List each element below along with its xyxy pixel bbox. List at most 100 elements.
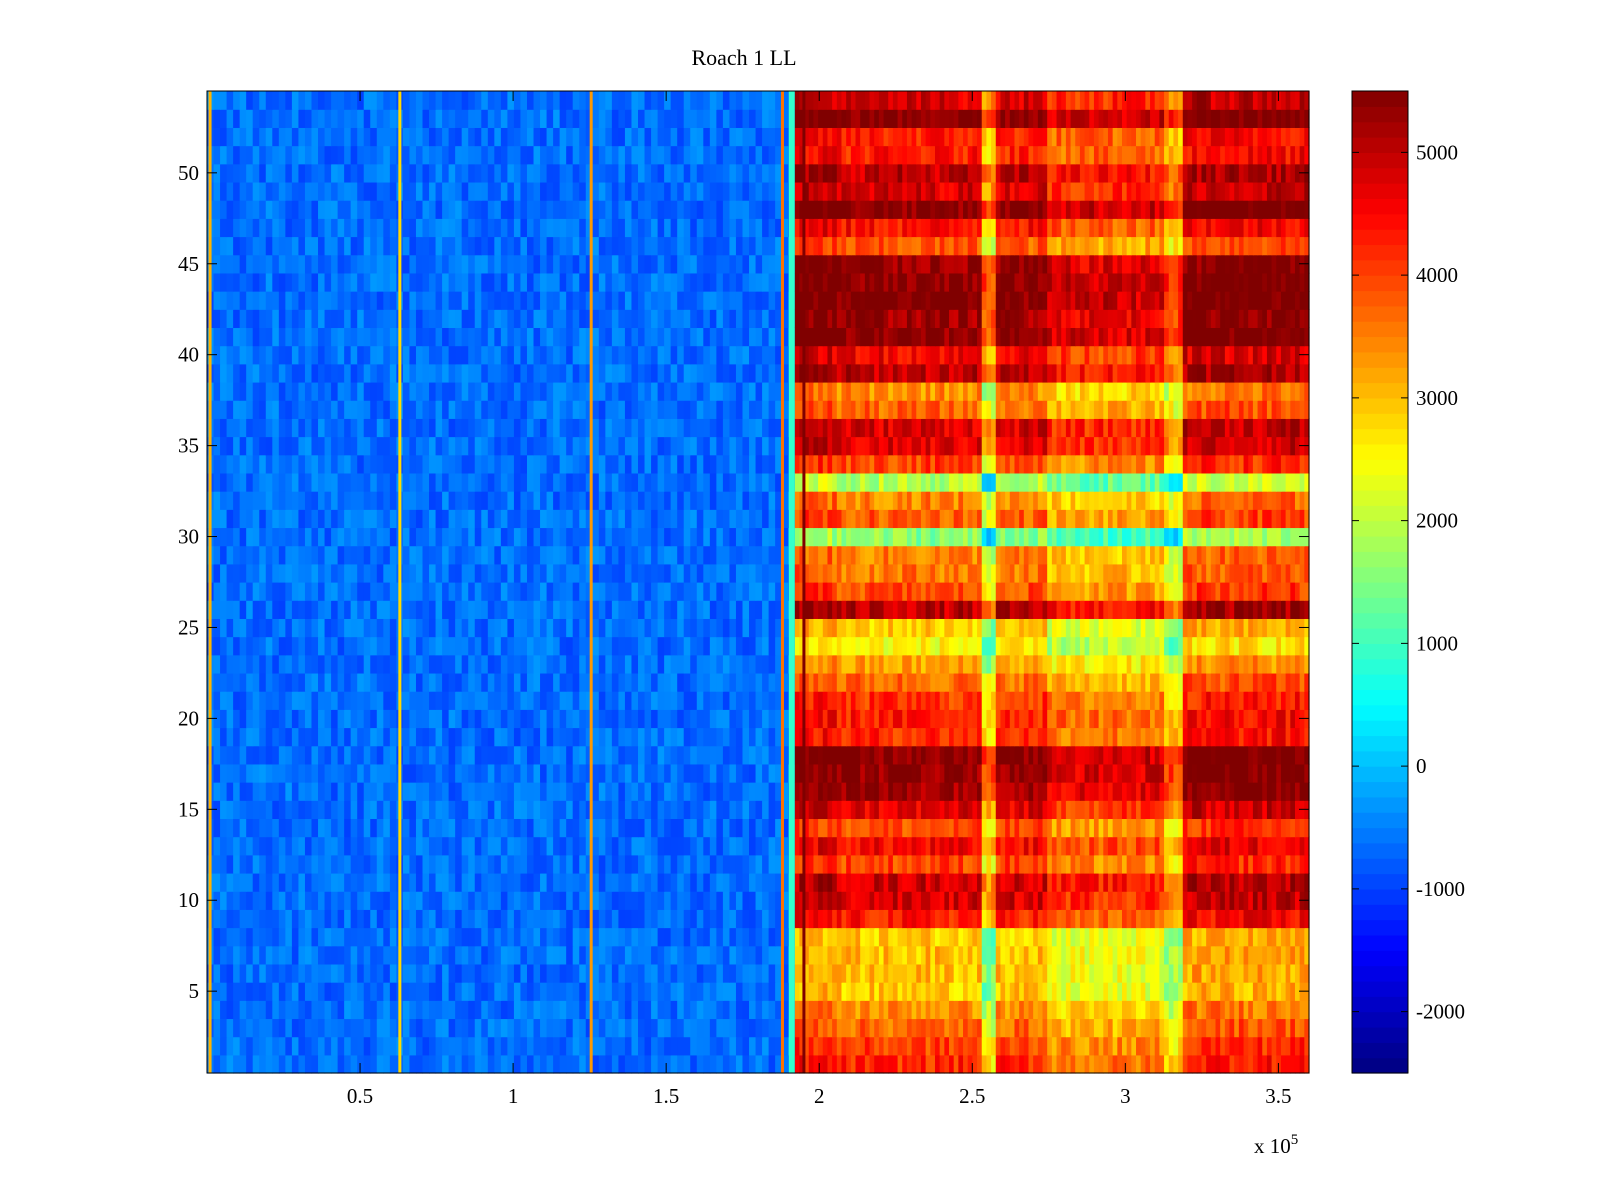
heat-cell-low [631, 436, 639, 456]
heat-cell-low [389, 472, 397, 492]
heat-cell-low [553, 582, 561, 601]
heat-cell-low [481, 727, 489, 747]
heat-cell-low [324, 636, 332, 656]
heat-cell-low [631, 127, 639, 147]
heat-cell-low [579, 218, 587, 238]
heat-cell-low [657, 963, 665, 983]
heat-cell-low [768, 218, 776, 238]
heat-cell-low [520, 381, 528, 401]
heat-cell-low [409, 1036, 417, 1056]
heat-cell-low [468, 291, 476, 310]
heat-cell-low [762, 800, 770, 820]
heat-cell-low [540, 1018, 548, 1038]
heat-cell-low [233, 654, 241, 674]
heat-cell-low [624, 418, 633, 438]
heat-cell-low [605, 145, 613, 165]
heat-cell-low [474, 1018, 482, 1038]
heat-cell-low [664, 854, 672, 874]
heat-cell-low [239, 672, 247, 692]
heat-cell-low [533, 600, 541, 619]
heat-cell-low [239, 836, 247, 856]
heat-cell-low [500, 1018, 508, 1038]
heat-cell-low [239, 563, 247, 583]
heat-cell-low [422, 709, 430, 729]
heat-cell-low [442, 1054, 450, 1074]
heat-cell-low [657, 563, 665, 583]
heat-cell-low [357, 309, 365, 329]
heat-cell-low [585, 709, 593, 729]
heat-cell-low [474, 891, 482, 910]
heat-cell-low [285, 200, 293, 219]
heat-cell-low [690, 582, 698, 601]
heat-cell-low [716, 654, 724, 674]
heat-cell-low [749, 891, 757, 910]
heat-cell-low [331, 1000, 339, 1020]
heat-cell-low [324, 272, 332, 292]
heat-cell-low [729, 618, 737, 638]
heat-cell-low [624, 181, 633, 201]
heat-cell-low [670, 1036, 678, 1056]
heat-cell-low [344, 236, 352, 256]
heat-cell-low [618, 800, 626, 820]
heat-cell-low [644, 363, 652, 383]
heat-cell-low [709, 127, 717, 147]
heat-cell-low [298, 472, 306, 492]
heat-cell-low [383, 509, 391, 529]
heat-cell-low [762, 400, 770, 419]
heat-cell-low [762, 982, 770, 1001]
heat-cell-low [331, 600, 339, 619]
heat-cell-low [735, 691, 744, 710]
heat-cell-low [344, 691, 352, 710]
heat-cell-low [762, 563, 770, 583]
heat-cell-low [664, 982, 672, 1001]
heat-cell-low [370, 472, 378, 492]
heat-cell-low [749, 672, 757, 692]
heat-cell-low [749, 109, 757, 128]
heat-cell-low [494, 563, 502, 583]
heat-cell-low [461, 982, 469, 1001]
heat-cell-low [749, 709, 757, 729]
heat-cell-low [278, 618, 286, 638]
heat-cell-low [291, 509, 300, 529]
heat-cell-low [722, 672, 731, 692]
heat-cell-low [546, 763, 554, 783]
heat-cell-low [553, 782, 561, 801]
heat-cell-low [762, 636, 770, 656]
heat-cell-low [318, 745, 326, 765]
heat-cell-low [735, 254, 744, 274]
heat-cell-low [781, 836, 789, 856]
heat-cell-low [526, 454, 535, 474]
heat-cell-low [239, 872, 247, 892]
heat-cell-high [878, 1054, 885, 1074]
heat-cell-low [722, 854, 731, 874]
heat-cell-low [546, 1036, 554, 1056]
heat-cell-low [716, 327, 724, 347]
heat-cell-low [239, 945, 247, 965]
heat-cell-low [481, 1054, 489, 1074]
heat-cell-low [389, 618, 397, 638]
heat-cell-low [762, 436, 770, 456]
heat-cell-low [429, 363, 437, 383]
heat-cell-low [631, 854, 639, 874]
heat-cell-low [683, 1000, 691, 1020]
heat-cell-low [768, 727, 776, 747]
heat-cell-low [239, 127, 247, 147]
heat-cell-low [468, 763, 476, 783]
heat-cell-low [513, 782, 522, 801]
heat-cell-low [618, 91, 626, 110]
heat-cell-low [415, 381, 424, 401]
heat-cell-low [481, 636, 489, 656]
heat-cell-low [709, 982, 717, 1001]
heat-cell-low [638, 472, 646, 492]
heat-cell-low [363, 145, 371, 165]
heat-cell-high [1210, 1054, 1217, 1074]
heat-cell-low [513, 345, 522, 365]
heat-cell-low [298, 527, 306, 547]
heat-cell-low [683, 291, 691, 310]
heat-cell-low [566, 218, 574, 238]
heat-cell-low [592, 127, 600, 147]
heat-cell-low [285, 927, 293, 947]
heat-cell-low [722, 982, 731, 1001]
heat-cell-low [429, 745, 437, 765]
heat-cell-low [278, 363, 286, 383]
